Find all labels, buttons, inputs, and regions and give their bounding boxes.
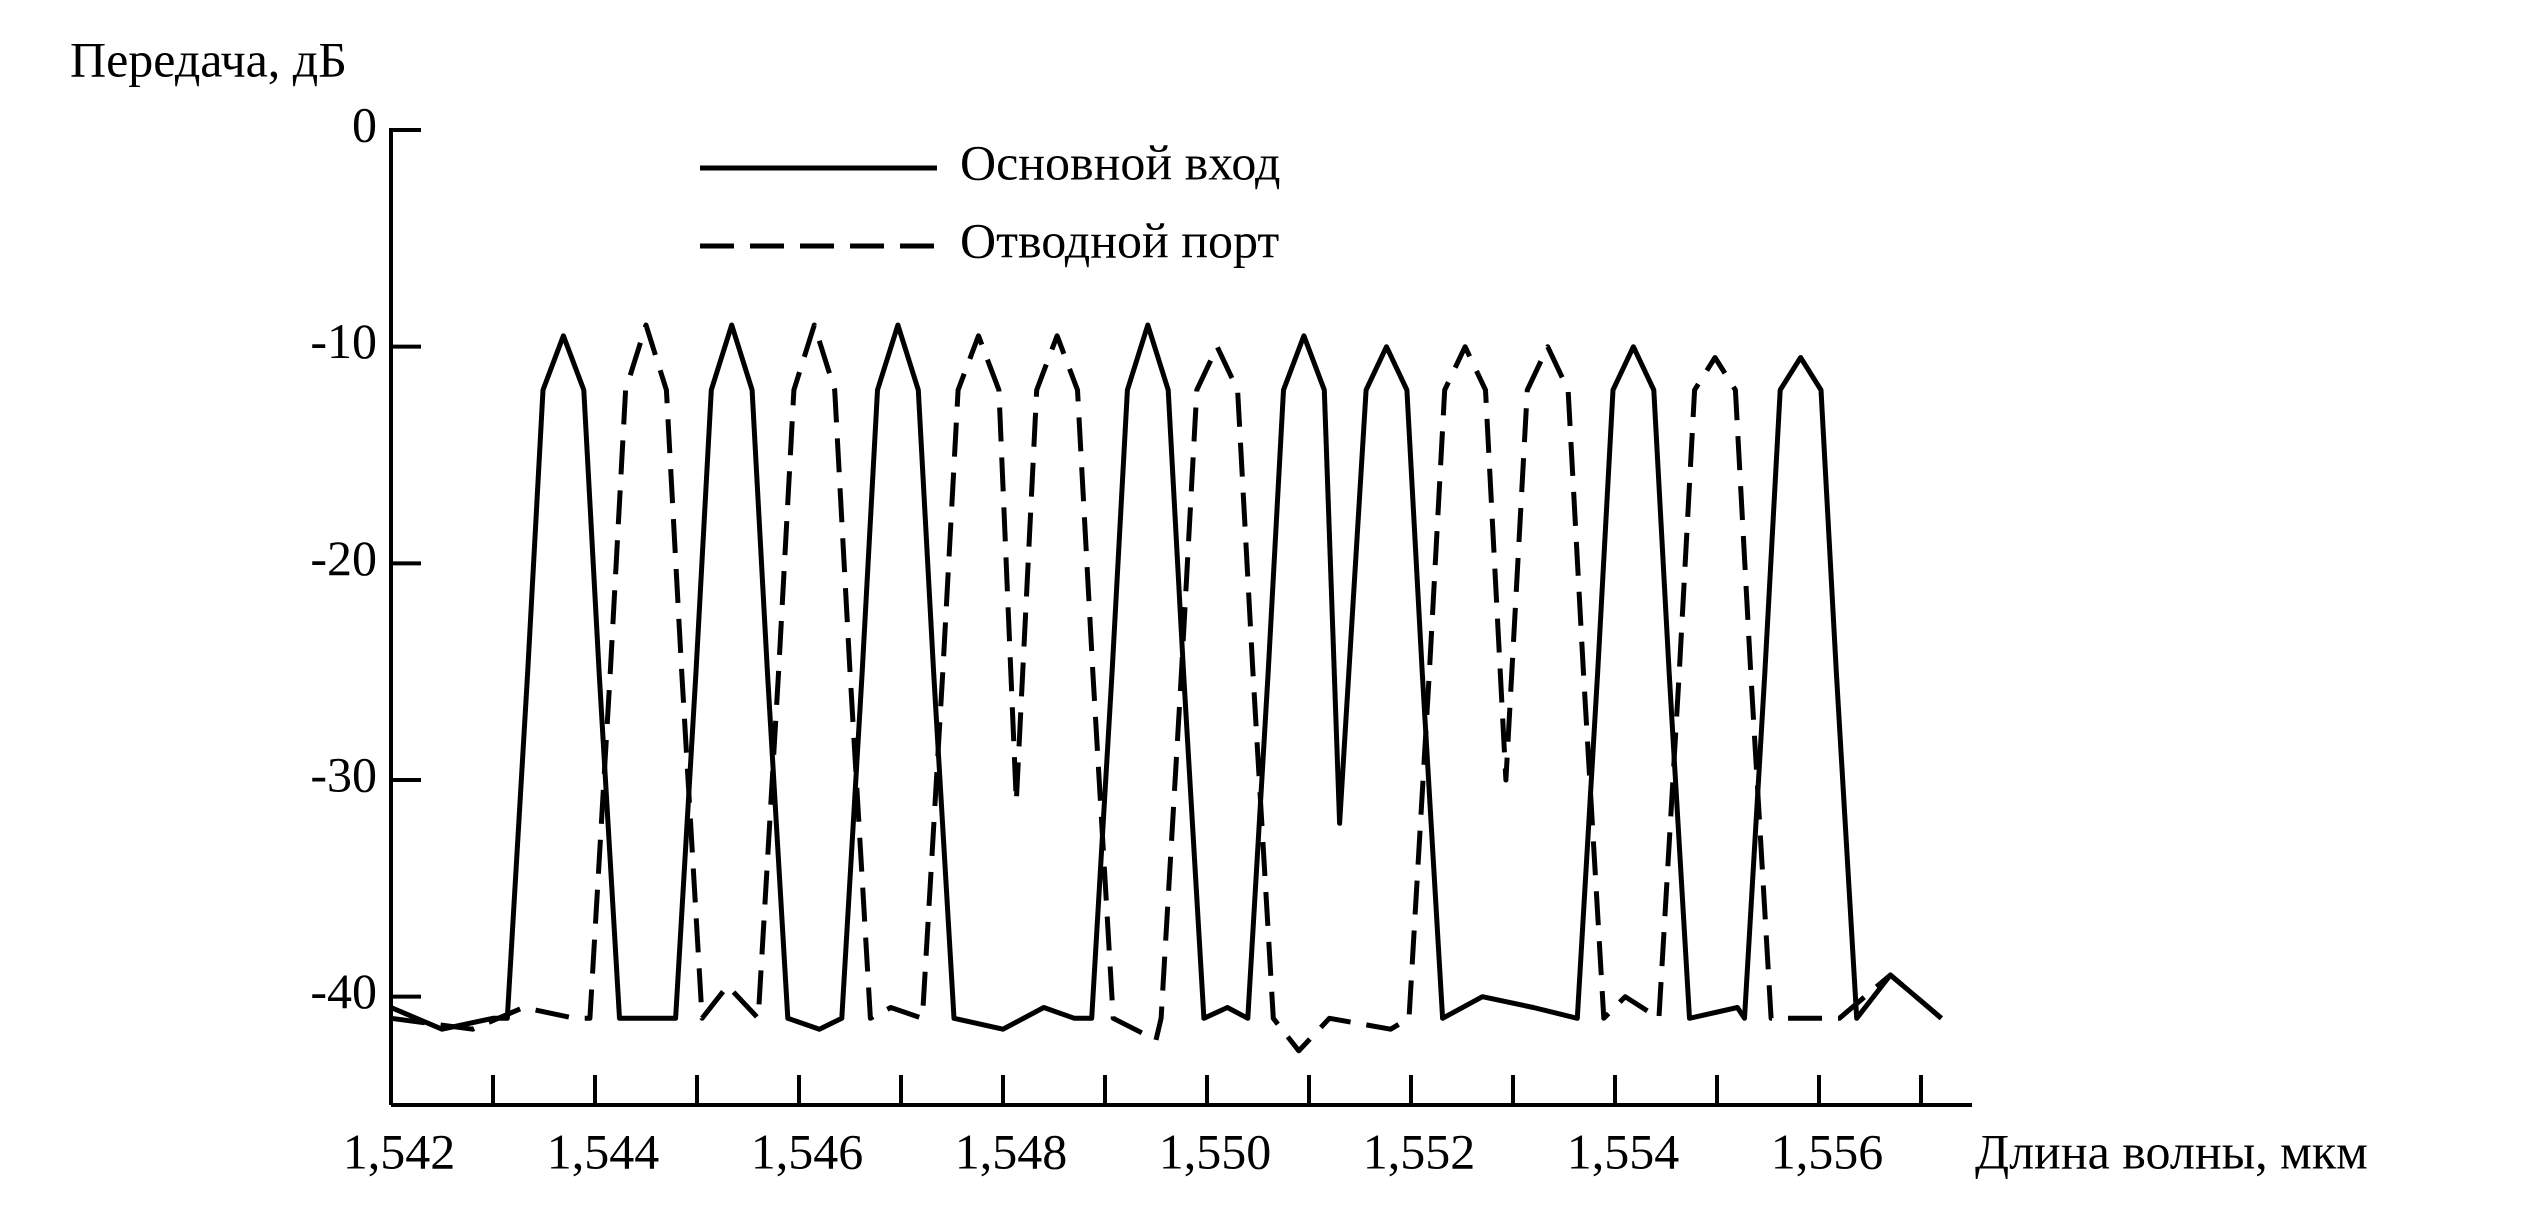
x-tick-label: 1,552: [1363, 1123, 1476, 1179]
x-tick-label: 1,556: [1771, 1123, 1884, 1179]
y-tick-label: -40: [310, 963, 377, 1019]
y-tick-label: -10: [310, 313, 377, 369]
x-axis-label: Длина волны, мкм: [1975, 1123, 2368, 1179]
x-tick-label: 1,544: [547, 1123, 660, 1179]
legend-label: Основной вход: [960, 134, 1280, 190]
legend-label: Отводной порт: [960, 212, 1279, 268]
y-tick-label: -20: [310, 530, 377, 586]
y-tick-label: -30: [310, 746, 377, 802]
x-tick-label: 1,542: [343, 1123, 456, 1179]
y-tick-label: 0: [352, 96, 377, 152]
series-line: [390, 322, 1944, 1054]
x-tick-label: 1,546: [751, 1123, 864, 1179]
x-tick-label: 1,554: [1567, 1123, 1680, 1179]
series-line: [390, 322, 1944, 1032]
x-tick-label: 1,548: [955, 1123, 1068, 1179]
x-tick-label: 1,550: [1159, 1123, 1272, 1179]
y-axis-label: Передача, дБ: [70, 31, 347, 87]
